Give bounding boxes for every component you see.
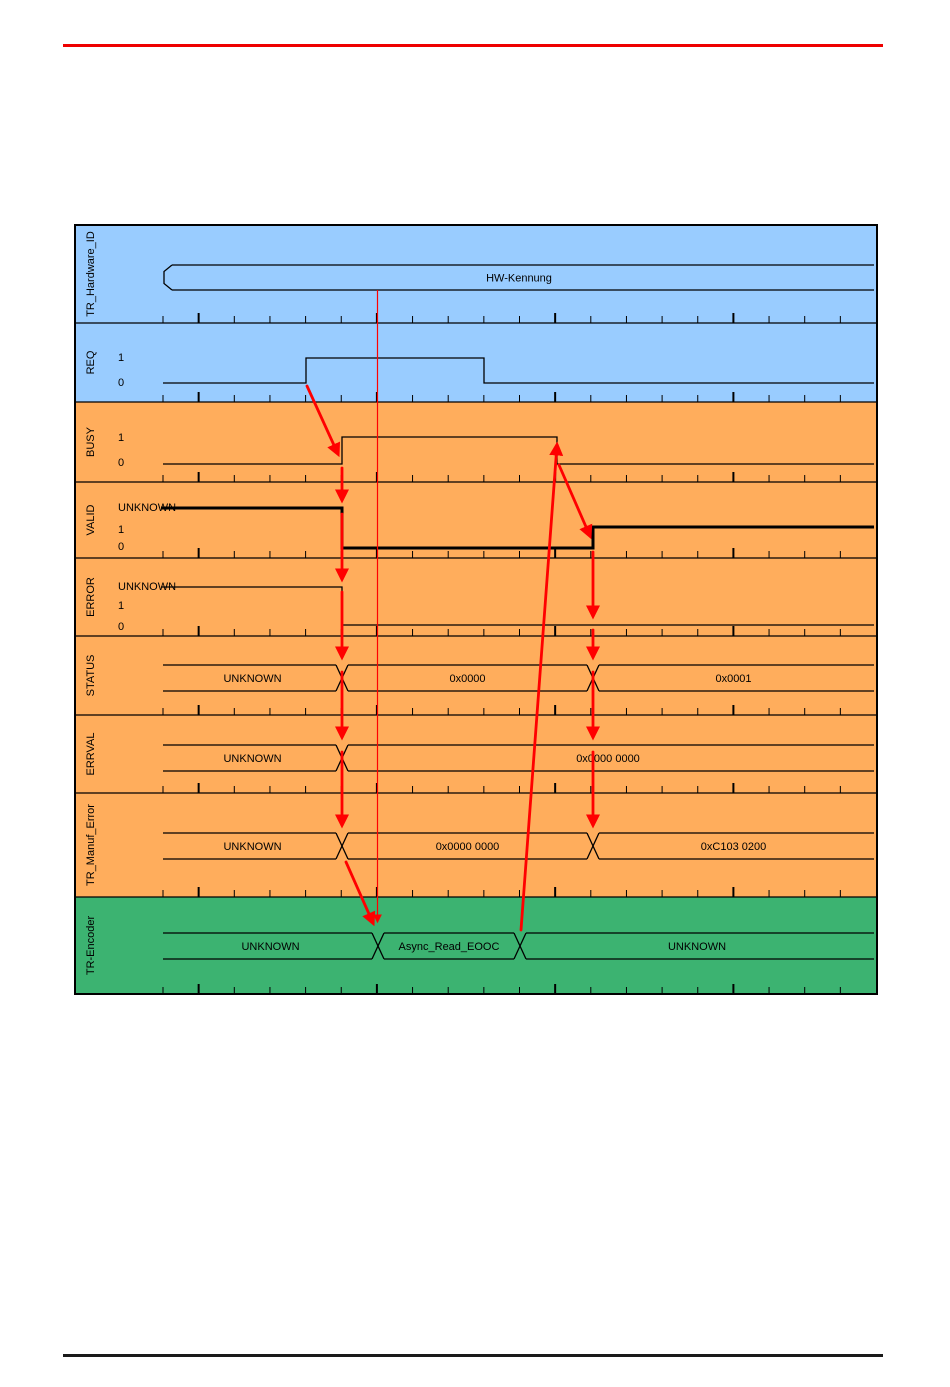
lane-label-error: ERROR <box>85 577 97 617</box>
lane-label-busy: BUSY <box>85 426 97 457</box>
level-label-error-unknown: UNKNOWN <box>118 581 176 593</box>
lane-label-errval: ERRVAL <box>85 732 97 775</box>
tr-encoder-bus-value: UNKNOWN <box>668 941 726 953</box>
tr-manuf-error-bus-value: 0xC103 0200 <box>701 841 766 853</box>
causality-arrows <box>305 384 600 932</box>
tr-manuf-error-bus-crossover <box>586 832 600 860</box>
lane-label-valid: VALID <box>85 504 97 535</box>
arrow-req-rise-to-busy-rise <box>305 384 341 458</box>
level-label-valid-0: 0 <box>118 541 124 553</box>
level-label-busy-0: 0 <box>118 457 124 469</box>
page-footer-rule <box>63 1354 883 1357</box>
lane-label-status: STATUS <box>85 655 97 697</box>
level-label-busy-1: 1 <box>118 432 124 444</box>
level-label-error-1: 1 <box>118 600 124 612</box>
lane-error <box>75 558 877 636</box>
errval-bus-value: 0x0000 0000 <box>576 753 640 765</box>
lane-tr-encoder <box>75 897 877 994</box>
diagram-border <box>74 224 878 995</box>
arrow-encoder-x2-to-busy-fall <box>519 441 564 932</box>
level-label-req-1: 1 <box>118 352 124 364</box>
arrow-busy-fall-to-valid-rise <box>557 463 593 540</box>
lane-boundaries-and-ticks <box>75 313 877 994</box>
lane-tr-hardware-id <box>75 225 877 323</box>
busy-waveform <box>163 436 874 465</box>
level-label-valid-unknown: UNKNOWN <box>118 502 176 514</box>
lane-errval <box>75 715 877 793</box>
tr-encoder-bus-crossover <box>371 932 385 960</box>
tr-hardware-id-bus-value: HW-Kennung <box>486 273 552 285</box>
page-header-rule <box>63 44 883 47</box>
errval-bus-value: UNKNOWN <box>223 753 281 765</box>
lane-label-tr-hardware-id: TR_Hardware_ID <box>85 231 97 317</box>
req-waveform <box>163 357 874 384</box>
arrow-manuf-x1-to-encoder-x1 <box>344 860 376 927</box>
level-label-valid-1: 1 <box>118 524 124 536</box>
lane-label-tr-encoder: TR-Encoder <box>85 916 97 976</box>
tr-hardware-id-bus-start-chevron <box>163 264 173 291</box>
tr-manuf-error-bus-value: 0x0000 0000 <box>436 841 500 853</box>
lane-label-req: REQ <box>85 350 97 374</box>
lane-label-tr-manuf-error: TR_Manuf_Error <box>85 804 97 886</box>
valid-waveform <box>161 506 874 550</box>
diagram-outline <box>74 224 878 995</box>
lane-valid <box>75 482 877 558</box>
lane-req <box>75 323 877 402</box>
status-bus-value: 0x0001 <box>715 673 751 685</box>
lane-busy <box>75 402 877 482</box>
lane-tr-manuf-error <box>75 793 877 897</box>
tr-manuf-error-bus-crossover <box>335 832 349 860</box>
tr-encoder-bus-value: Async_Read_EOOC <box>399 941 500 953</box>
level-label-req-0: 0 <box>118 377 124 389</box>
signal-value-labels: TR_Hardware_ID REQ 1 0 BUSY 1 0 VALID UNKNOWN 1 0 E… <box>85 231 766 975</box>
level-label-error-0: 0 <box>118 621 124 633</box>
status-bus-value: 0x0000 <box>449 673 485 685</box>
tr-encoder-bus-value: UNKNOWN <box>241 941 299 953</box>
lane-backgrounds <box>75 225 877 994</box>
tr-encoder-bus-crossover <box>513 932 527 960</box>
status-bus-value: UNKNOWN <box>223 673 281 685</box>
signal-waveforms <box>161 264 874 960</box>
tr-manuf-error-bus-value: UNKNOWN <box>223 841 281 853</box>
lane-status <box>75 636 877 715</box>
